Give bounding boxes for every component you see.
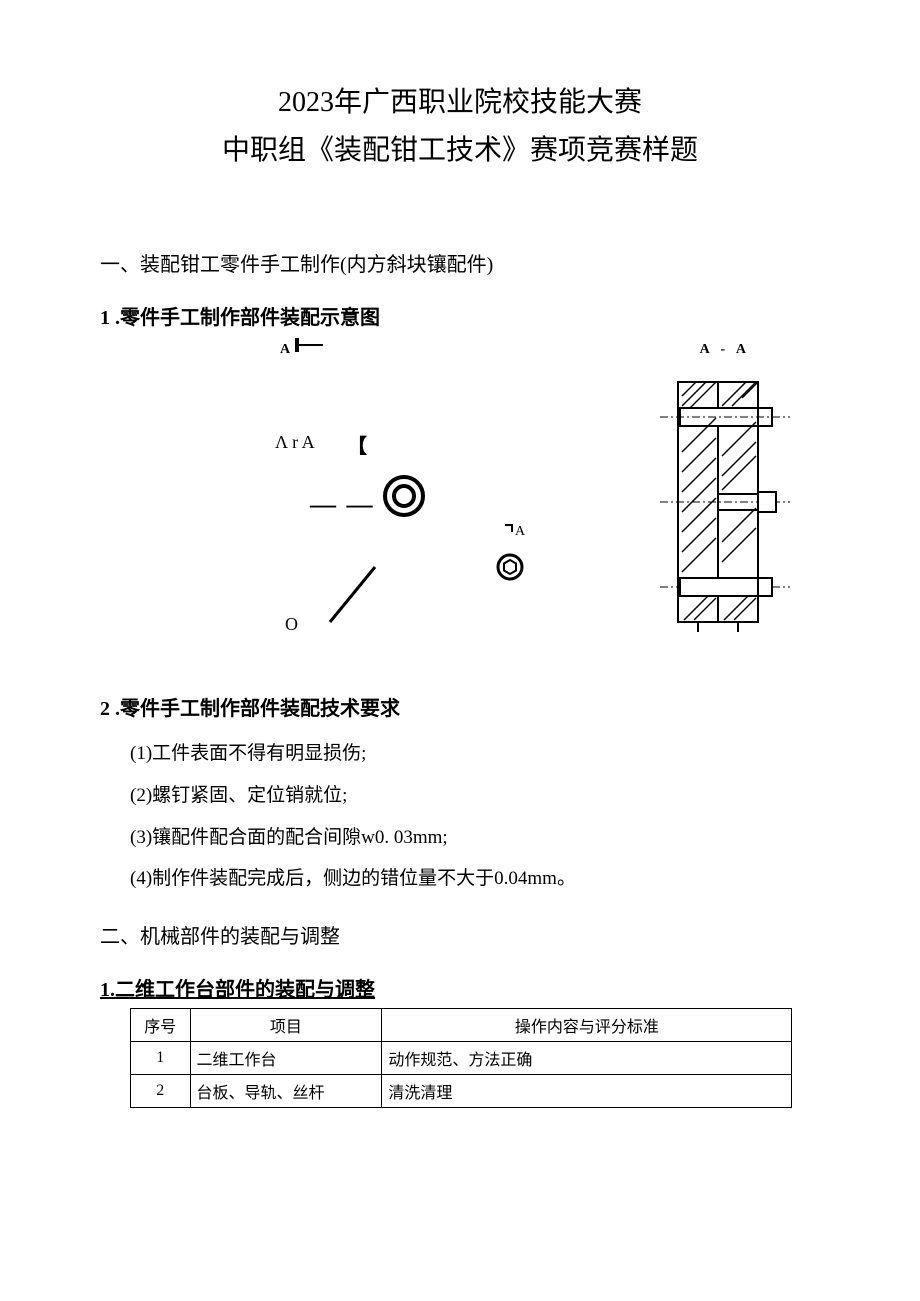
assembly-diagram: A A - A Λ r A 【 — — A O [100,342,820,662]
concentric-circles-icon [382,474,426,518]
table-cell-project: 二维工作台 [190,1042,382,1075]
sub-2-num: 2 [100,698,110,720]
table-cell-seq: 2 [131,1075,191,1108]
section-2-heading: 二、机械部件的装配与调整 [100,920,820,949]
table-header-seq: 序号 [131,1009,191,1042]
table-row: 1 二维工作台 动作规范、方法正确 [131,1042,792,1075]
requirement-item: (4)制作件装配完成后，侧边的错位量不大于0.04mm。 [130,858,820,900]
diagram-bracket-icon: 【 [347,430,367,459]
table-row: 2 台板、导轨、丝杆 清洗清理 [131,1075,792,1108]
title-line-2: 中职组《装配钳工技术》赛项竞赛样题 [100,128,820,168]
title-line-1: 2023年广西职业院校技能大赛 [100,80,820,120]
assembly-table: 序号 项目 操作内容与评分标准 1 二维工作台 动作规范、方法正确 2 台板、导… [130,1008,792,1108]
diagram-slash-icon [320,562,390,632]
requirement-item: (3)镶配件配合面的配合间隙w0. 03mm; [130,817,820,859]
table-cell-desc: 清洗清理 [382,1075,792,1108]
sub-1-text: .零件手工制作部件装配示意图 [110,307,380,329]
hex-bolt-icon [495,552,525,582]
diagram-small-o: O [285,614,298,635]
requirements-list: (1)工件表面不得有明显损伤; (2)螺钉紧固、定位销就位; (3)镶配件配合面… [100,733,820,900]
section-view-icon [650,372,800,632]
diagram-label-a: A [280,342,290,358]
diagram-dash: — — [310,490,375,520]
sub-2-text: .零件手工制作部件装配技术要求 [110,698,400,720]
section-1-sub-1: 1 .零件手工制作部件装配示意图 [100,301,820,330]
diagram-label-a-a: A - A [700,342,750,358]
table-header-row: 序号 项目 操作内容与评分标准 [131,1009,792,1042]
table-cell-project: 台板、导轨、丝杆 [190,1075,382,1108]
section-1-sub-2: 2 .零件手工制作部件装配技术要求 [100,692,820,721]
document-title: 2023年广西职业院校技能大赛 中职组《装配钳工技术》赛项竞赛样题 [100,80,820,168]
diagram-hook-icon [505,524,513,526]
section-1-heading: 一、装配钳工零件手工制作(内方斜块镶配件) [100,248,820,277]
table-header-project: 项目 [190,1009,382,1042]
diagram-arrow-icon [295,344,323,346]
table-cell-seq: 1 [131,1042,191,1075]
sub-1-num: 1 [100,307,110,329]
table-cell-desc: 动作规范、方法正确 [382,1042,792,1075]
diagram-text-ara: Λ r A [275,432,315,453]
requirement-item: (1)工件表面不得有明显损伤; [130,733,820,775]
table-header-desc: 操作内容与评分标准 [382,1009,792,1042]
requirement-item: (2)螺钉紧固、定位销就位; [130,775,820,817]
diagram-small-a: A [515,524,525,540]
section-2-sub-1: 1.二维工作台部件的装配与调整 [100,973,820,1002]
